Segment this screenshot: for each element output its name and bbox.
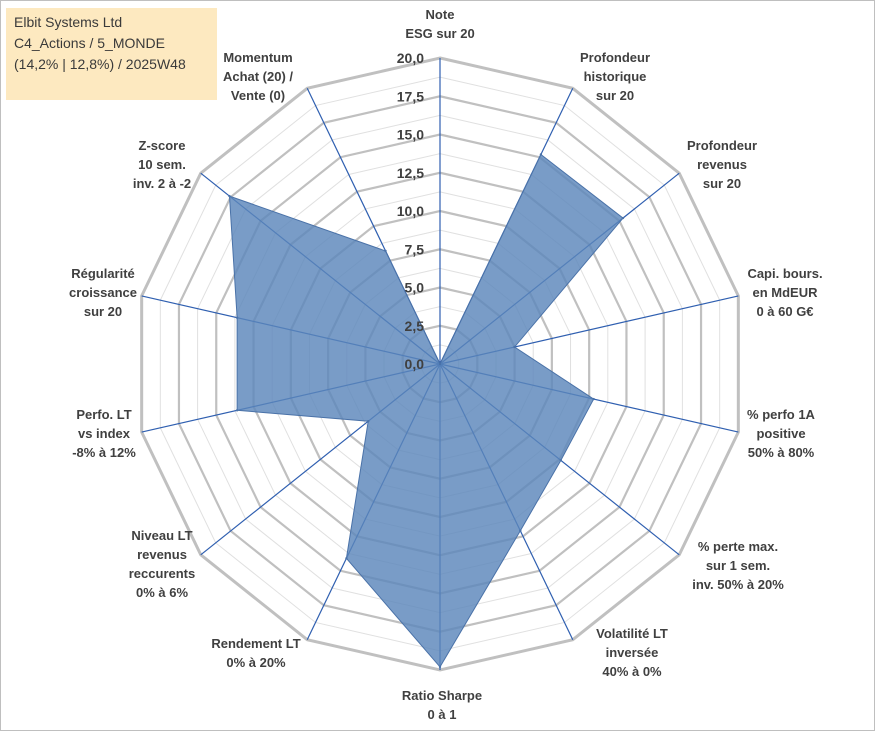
- category-label: Rendement LT 0% à 20%: [211, 636, 300, 670]
- category-label: Profondeur revenus sur 20: [687, 138, 757, 191]
- data-point: [345, 557, 348, 560]
- series-area: [228, 153, 624, 668]
- data-point: [539, 153, 543, 156]
- category-label: Note ESG sur 20: [405, 7, 474, 41]
- data-point: [228, 194, 231, 198]
- data-point: [513, 345, 516, 349]
- category-label: Perfo. LT vs index -8% à 12%: [72, 407, 136, 460]
- category-label: Momentum Achat (20) / Vente (0): [223, 50, 293, 103]
- data-point: [438, 665, 442, 669]
- category-label: Ratio Sharpe 0 à 1: [402, 688, 482, 722]
- data-point: [367, 420, 370, 423]
- data-point: [621, 216, 625, 220]
- category-label: % perfo 1A positive 50% à 80%: [747, 407, 816, 460]
- data-point: [384, 249, 387, 253]
- tick-label: 7,5: [405, 241, 425, 257]
- tick-label: 17,5: [397, 88, 424, 104]
- category-label: Capi. bours. en MdEUR 0 à 60 G€: [747, 266, 822, 319]
- chart-title-perf: (14,2% | 12,8%) / 2025W48: [14, 56, 186, 72]
- chart-title-box: Elbit Systems Ltd C4_Actions / 5_MONDE (…: [6, 8, 217, 100]
- tick-label: 12,5: [397, 165, 424, 181]
- data-point: [592, 397, 595, 401]
- tick-label: 5,0: [405, 280, 425, 296]
- tick-label: 10,0: [397, 203, 424, 219]
- tick-label: 15,0: [397, 127, 424, 143]
- category-label: Volatilité LT inversée 40% à 0%: [596, 626, 668, 679]
- data-point: [235, 316, 239, 319]
- category-label: % perte max. sur 1 sem. inv. 50% à 20%: [692, 539, 784, 592]
- category-label: Régularité croissance sur 20: [69, 266, 137, 319]
- data-point: [559, 459, 563, 462]
- tick-label: 2,5: [405, 318, 425, 334]
- tick-label: 0,0: [405, 356, 425, 372]
- data-point: [519, 529, 522, 532]
- category-label: Profondeur historique sur 20: [580, 50, 650, 103]
- chart-title-company: Elbit Systems Ltd: [14, 14, 123, 30]
- data-point: [235, 409, 239, 412]
- category-label: Z-score 10 sem. inv. 2 à -2: [133, 138, 191, 191]
- data-point: [438, 362, 442, 366]
- chart-title-portfolio: C4_Actions / 5_MONDE: [14, 35, 165, 51]
- tick-label: 20,0: [397, 50, 424, 66]
- category-label: Niveau LT revenus reccurents 0% à 6%: [129, 528, 195, 600]
